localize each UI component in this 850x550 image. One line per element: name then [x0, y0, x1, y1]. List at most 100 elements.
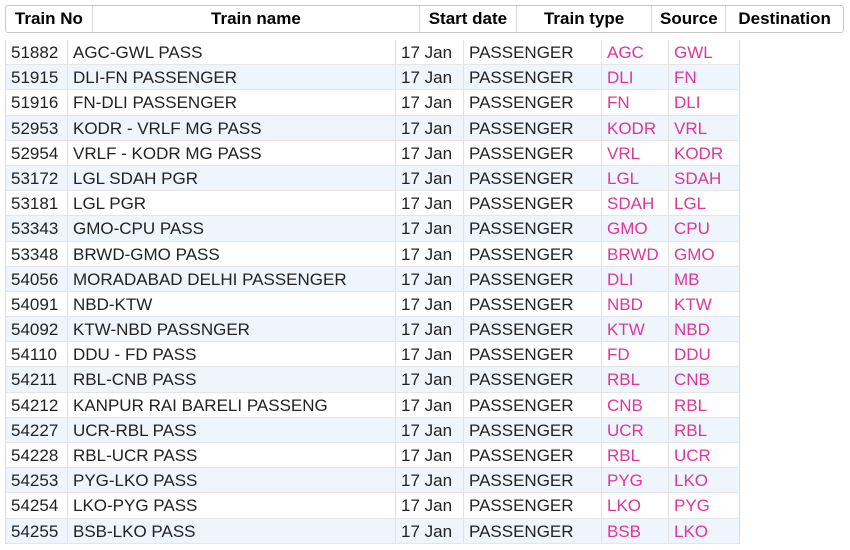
- table-cell: 53181: [6, 191, 68, 216]
- table-cell: AGC-GWL PASS: [68, 40, 396, 65]
- table-cell: KODR: [602, 115, 669, 140]
- table-row: 54228 RBL-UCR PASS 17 Jan PASSENGER RBL UCR: [6, 443, 739, 469]
- table-cell: SDAH: [674, 168, 722, 188]
- table-cell: LKO: [674, 521, 709, 541]
- table-cell: FN: [602, 90, 669, 115]
- table-cell: FN-DLI PASSENGER: [68, 90, 396, 115]
- table-cell: 54092: [6, 317, 68, 342]
- table-cell: DLI-FN PASSENGER: [68, 65, 396, 90]
- table-cell: 17 Jan: [396, 266, 464, 291]
- table-cell: DLI: [602, 65, 669, 90]
- table-cell: FN: [674, 68, 697, 88]
- table-cell: DLI: [674, 93, 701, 113]
- table-cell: LKO: [674, 471, 709, 491]
- table-cell: PYG: [674, 496, 710, 516]
- table-cell: 17 Jan: [396, 291, 464, 317]
- table-cell: 54227: [6, 417, 68, 442]
- column-header[interactable]: Train name: [93, 6, 421, 32]
- table-cell: RBL-UCR PASS: [68, 443, 396, 468]
- table-cell: KTW-NBD PASSNGER: [68, 317, 396, 342]
- table-cell: LKO-PYG PASS: [68, 493, 396, 518]
- table-header: Train No Train name Start date Train type So…: [5, 5, 844, 33]
- table-cell: PASSENGER: [464, 65, 602, 90]
- table-row: 54092 KTW-NBD PASSNGER 17 Jan PASSENGER KTW N…: [6, 317, 739, 343]
- table-cell: PASSENGER: [464, 115, 602, 140]
- table-cell: 52953: [6, 115, 68, 140]
- table-cell: 54255: [6, 518, 68, 543]
- table-cell: 17 Jan: [396, 518, 464, 543]
- table-row: 53343 GMO-CPU PASS 17 Jan PASSENGER GMO CPU: [6, 216, 739, 242]
- table-cell: 54253: [6, 468, 68, 493]
- table-cell: VRL: [674, 118, 708, 138]
- table-cell: LKO: [602, 493, 669, 518]
- table-cell: 17 Jan: [396, 65, 464, 90]
- table-cell: PASSENGER: [464, 392, 602, 417]
- column-header[interactable]: Destination: [738, 9, 831, 28]
- table-row: 53348 BRWD-GMO PASS 17 Jan PASSENGER BRWD GMO: [6, 241, 739, 267]
- table-body: 51882 AGC-GWL PASS 17 Jan PASSENGER AGC GWL 51…: [5, 40, 740, 544]
- table-cell: 53172: [6, 165, 68, 191]
- table-cell: PASSENGER: [464, 241, 602, 266]
- table-cell: 17 Jan: [396, 317, 464, 342]
- table-cell: 53348: [6, 241, 68, 266]
- table-cell: RBL: [674, 395, 708, 415]
- table-row: 52954 VRLF - KODR MG PASS 17 Jan PASSENGER V…: [6, 140, 739, 166]
- table-cell: DLI: [602, 266, 669, 291]
- table-cell: 54212: [6, 392, 68, 417]
- table-cell: PASSENGER: [464, 266, 602, 291]
- table-cell: PASSENGER: [464, 443, 602, 468]
- table-cell: PASSENGER: [464, 493, 602, 518]
- table-cell: UCR: [602, 417, 669, 442]
- table-row: 51915 DLI-FN PASSENGER 17 Jan PASSENGER DLI F…: [6, 65, 739, 91]
- table-cell: 51915: [6, 65, 68, 90]
- table-cell: 17 Jan: [396, 165, 464, 191]
- table-row: 54056 MORADABAD DELHI PASSENGER 17 Jan PASS…: [6, 266, 739, 292]
- table-cell: MORADABAD DELHI PASSENGER: [68, 266, 396, 291]
- table-cell: PASSENGER: [464, 191, 602, 216]
- table-row: 54253 PYG-LKO PASS 17 Jan PASSENGER PYG LKO: [6, 468, 739, 494]
- table-cell: PASSENGER: [464, 417, 602, 442]
- table-row: 54255 BSB-LKO PASS 17 Jan PASSENGER BSB LKO: [6, 518, 739, 544]
- table-cell: LGL: [674, 194, 707, 214]
- table-row: 52953 KODR - VRLF MG PASS 17 Jan PASSENGER K…: [6, 115, 739, 141]
- table-cell: 54091: [6, 291, 68, 317]
- table-cell: GWL: [674, 43, 713, 62]
- column-header[interactable]: Train No: [6, 6, 93, 32]
- column-header[interactable]: Source: [652, 6, 727, 32]
- table-cell: PASSENGER: [464, 165, 602, 191]
- table-cell: PASSENGER: [464, 216, 602, 241]
- table-cell: 17 Jan: [396, 392, 464, 417]
- table-cell: 17 Jan: [396, 493, 464, 518]
- table-cell: PASSENGER: [464, 367, 602, 392]
- table-row: 54227 UCR-RBL PASS 17 Jan PASSENGER UCR RBL: [6, 417, 739, 443]
- table-cell: 17 Jan: [396, 468, 464, 493]
- table-cell: LGL SDAH PGR: [68, 165, 396, 191]
- column-header[interactable]: Start date: [420, 6, 517, 32]
- table-cell: PASSENGER: [464, 90, 602, 115]
- table-cell: 17 Jan: [396, 191, 464, 216]
- table-cell: PASSENGER: [464, 40, 602, 65]
- table-row: 51916 FN-DLI PASSENGER 17 Jan PASSENGER FN DL…: [6, 90, 739, 116]
- table-cell: LGL PGR: [68, 191, 396, 216]
- table-cell: PASSENGER: [464, 342, 602, 367]
- table-cell: MB: [674, 269, 700, 289]
- table-cell: BRWD-GMO PASS: [68, 241, 396, 266]
- column-header[interactable]: Train type: [517, 6, 653, 32]
- table-cell: DDU - FD PASS: [68, 342, 396, 367]
- table-cell: KTW: [674, 294, 712, 314]
- table-cell: 54254: [6, 493, 68, 518]
- table-cell: CNB: [674, 370, 710, 390]
- table-cell: KTW: [602, 317, 669, 342]
- table-row: 54211 RBL-CNB PASS 17 Jan PASSENGER RBL CNB: [6, 367, 739, 393]
- table-cell: 52954: [6, 140, 68, 165]
- table-cell: PASSENGER: [464, 518, 602, 543]
- table-cell: CPU: [674, 219, 710, 239]
- table-cell: 54211: [6, 367, 68, 392]
- table-cell: 17 Jan: [396, 216, 464, 241]
- table-cell: KANPUR RAI BARELI PASSENG: [68, 392, 396, 417]
- table-cell: BSB-LKO PASS: [68, 518, 396, 543]
- table-cell: KODR: [674, 143, 724, 163]
- table-cell: RBL: [602, 367, 669, 392]
- table-cell: SDAH: [602, 191, 669, 216]
